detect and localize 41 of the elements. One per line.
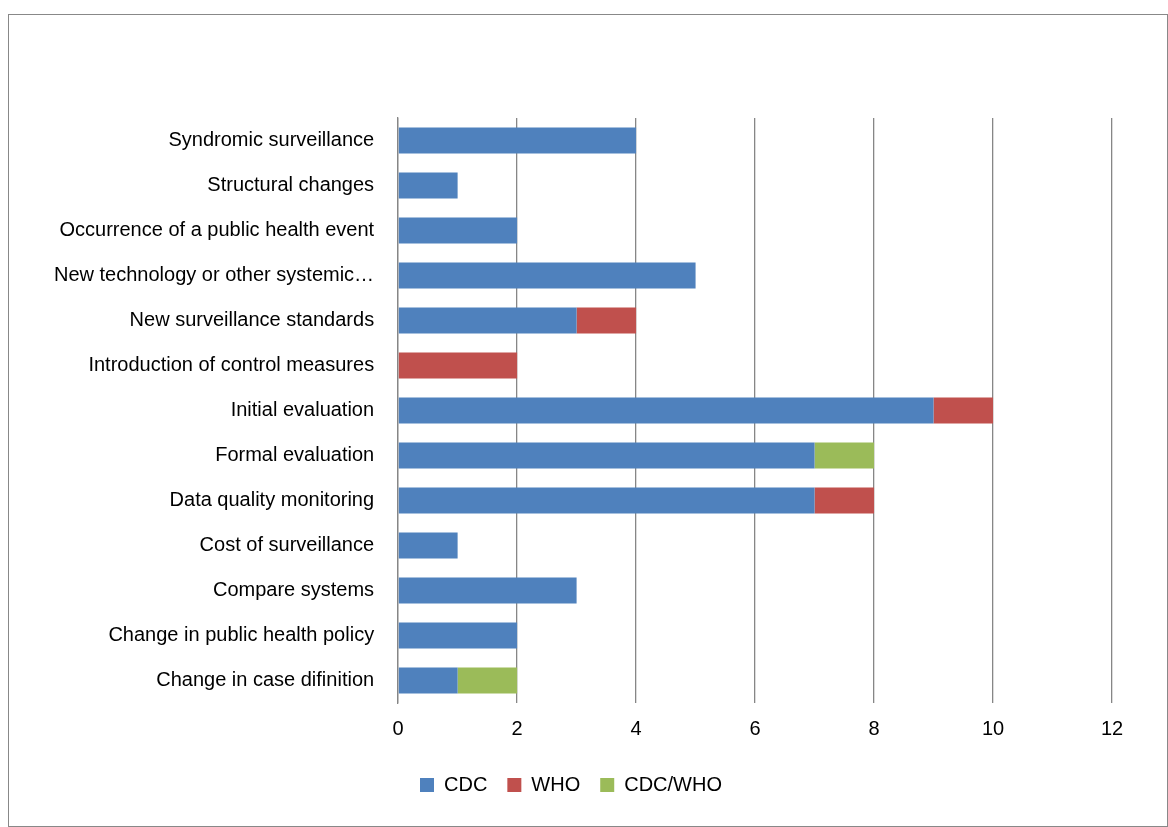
y-tick-label: Structural changes <box>207 173 375 196</box>
bar <box>814 442 875 469</box>
y-tick-label: New surveillance standards <box>129 308 375 331</box>
y-tick-label: Change in public health policy <box>108 623 375 646</box>
bar <box>398 442 815 469</box>
y-tick-label: Formal evaluation <box>215 443 375 466</box>
y-tick-label: Initial evaluation <box>230 398 375 421</box>
y-tick-label: Compare systems <box>212 578 375 601</box>
legend-label: WHO <box>531 772 581 795</box>
y-tick-label: Data quality monitoring <box>169 488 375 511</box>
y-tick-label: Syndromic surveillance <box>168 128 375 151</box>
bar <box>398 577 577 604</box>
y-tick-label: Introduction of control measures <box>88 353 375 376</box>
bar <box>576 307 637 334</box>
bar <box>398 622 518 649</box>
x-tick-label: 12 <box>1100 716 1124 739</box>
legend-label: CDC/WHO <box>624 772 722 795</box>
bar <box>398 352 518 379</box>
bar <box>398 487 815 514</box>
bar <box>398 532 458 559</box>
y-tick-label: New technology or other systemic… <box>53 263 375 286</box>
y-tick-label: Cost of surveillance <box>199 533 375 556</box>
bar <box>398 307 577 334</box>
bar <box>814 487 875 514</box>
bar <box>398 217 518 244</box>
x-tick-label: 2 <box>511 716 523 739</box>
legend-label: CDC <box>444 772 488 795</box>
bar <box>457 667 518 694</box>
bar <box>398 127 637 154</box>
bar <box>933 397 994 424</box>
bar <box>398 397 934 424</box>
x-tick-label: 6 <box>749 716 761 739</box>
y-tick-label: Occurrence of a public health event <box>59 218 375 241</box>
x-tick-label: 4 <box>630 716 642 739</box>
x-tick-label: 0 <box>392 716 404 739</box>
bar <box>398 262 696 289</box>
y-tick-label: Change in case difinition <box>156 668 375 691</box>
bar <box>398 667 458 694</box>
x-tick-label: 8 <box>868 716 880 739</box>
bar <box>398 172 458 199</box>
x-tick-label: 10 <box>981 716 1005 739</box>
